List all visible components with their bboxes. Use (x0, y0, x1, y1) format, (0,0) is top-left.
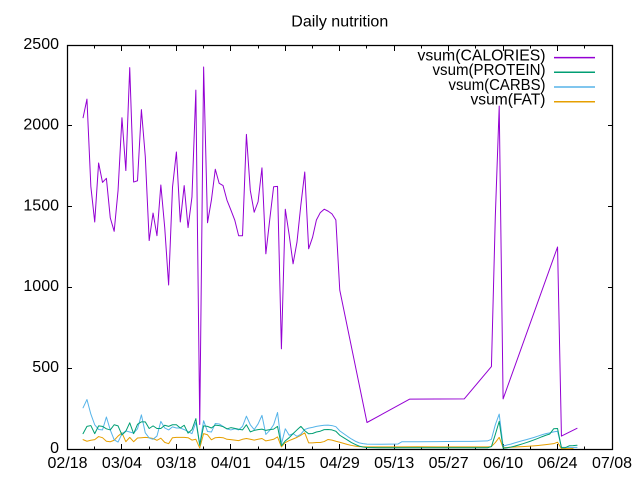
svg-text:05/27: 05/27 (429, 455, 469, 472)
svg-text:03/18: 03/18 (156, 455, 196, 472)
svg-text:06/10: 06/10 (483, 455, 523, 472)
svg-text:2000: 2000 (23, 117, 59, 134)
svg-text:05/13: 05/13 (374, 455, 414, 472)
svg-text:02/18: 02/18 (47, 455, 87, 472)
svg-text:06/24: 06/24 (538, 455, 578, 472)
svg-text:04/29: 04/29 (320, 455, 360, 472)
svg-text:vsum(PROTEIN): vsum(PROTEIN) (433, 62, 546, 79)
svg-text:vsum(CARBS): vsum(CARBS) (449, 77, 546, 94)
svg-text:vsum(CALORIES): vsum(CALORIES) (418, 47, 546, 64)
svg-text:Daily nutrition: Daily nutrition (291, 14, 388, 31)
svg-text:04/01: 04/01 (211, 455, 251, 472)
svg-text:07/08: 07/08 (592, 455, 632, 472)
svg-text:1500: 1500 (23, 197, 59, 214)
svg-text:1000: 1000 (23, 278, 59, 295)
svg-text:0: 0 (50, 440, 59, 457)
svg-text:03/04: 03/04 (102, 455, 142, 472)
svg-text:04/15: 04/15 (265, 455, 305, 472)
svg-text:vsum(FAT): vsum(FAT) (471, 92, 546, 109)
svg-text:500: 500 (32, 359, 59, 376)
svg-text:2500: 2500 (23, 36, 59, 53)
